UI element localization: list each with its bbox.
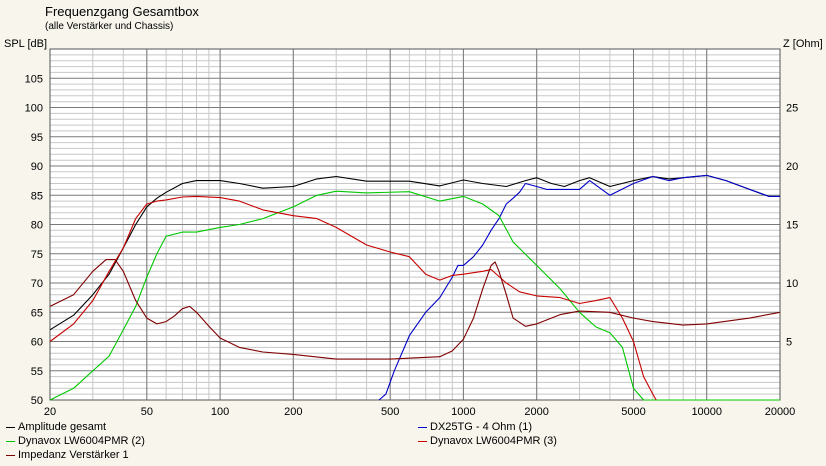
legend-swatch: [418, 440, 427, 442]
y-tick-label: 100: [25, 103, 43, 115]
y-tick-label: 85: [31, 190, 43, 202]
legend-label: Amplitude gesamt: [18, 421, 107, 433]
legend-entry: Dynavox LW6004PMR (3): [418, 435, 557, 448]
series-line-1: [49, 174, 780, 331]
x-tick-label: 500: [381, 406, 399, 418]
series-line-3: [49, 190, 780, 401]
legend-entry: Impedanz Verstärker 1: [6, 449, 129, 462]
x-tick-label: 5000: [621, 406, 645, 418]
chart-title: Frequenzgang Gesamtbox: [45, 4, 199, 19]
y-tick-label: 90: [31, 161, 43, 173]
x-tick-label: 50: [141, 406, 153, 418]
y-tick-label: 75: [31, 249, 43, 261]
legend-swatch: [6, 426, 15, 428]
legend-label: Dynavox LW6004PMR (3): [430, 435, 557, 447]
y-axis-label-right: Z [Ohm]: [783, 38, 823, 50]
legend-entry: Amplitude gesamt: [6, 421, 106, 434]
y-tick-label: 95: [31, 132, 43, 144]
y-axis-label-left: SPL [dB]: [4, 38, 48, 50]
y2-tick-label: 15: [786, 220, 798, 232]
x-tick-label: 20: [44, 406, 56, 418]
y-tick-label: 60: [31, 337, 43, 349]
legend-swatch: [418, 426, 427, 428]
chart-subtitle: (alle Verstärker und Chassis): [45, 21, 174, 32]
y-tick-label: 70: [31, 278, 43, 290]
series-line-4: [49, 195, 657, 401]
legend-label: DX25TG - 4 Ohm (1): [430, 421, 533, 433]
x-tick-label: 200: [284, 406, 302, 418]
y-tick-label: 80: [31, 220, 43, 232]
series-line-2: [378, 174, 780, 401]
legend-entry: DX25TG - 4 Ohm (1): [418, 421, 532, 434]
legend-label: Impedanz Verstärker 1: [18, 449, 129, 461]
y-tick-label: 105: [25, 73, 43, 85]
y2-tick-label: 20: [786, 161, 798, 173]
y-tick-label: 65: [31, 307, 43, 319]
legend-swatch: [6, 440, 15, 442]
legend-entry: Dynavox LW6004PMR (2): [6, 435, 145, 448]
x-tick-label: 100: [211, 406, 229, 418]
y-tick-label: 55: [31, 366, 43, 378]
y2-tick-label: 10: [786, 278, 798, 290]
x-tick-label: 1000: [451, 406, 475, 418]
y2-tick-label: 5: [786, 337, 792, 349]
y2-tick-label: 25: [786, 103, 798, 115]
y-tick-label: 50: [31, 395, 43, 407]
x-tick-label: 2000: [524, 406, 548, 418]
legend-label: Dynavox LW6004PMR (2): [18, 435, 145, 447]
plot-border: [49, 48, 781, 401]
legend-swatch: [6, 454, 15, 456]
series-line-5: [49, 259, 781, 360]
x-tick-label: 10000: [691, 406, 722, 418]
x-tick-label: 20000: [765, 406, 796, 418]
